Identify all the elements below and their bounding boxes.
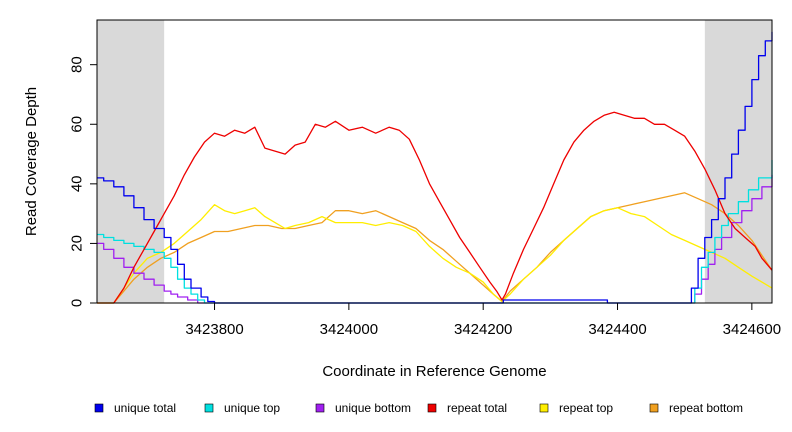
legend-label-repeat-total: repeat total <box>447 401 507 415</box>
legend-label-repeat-bottom: repeat bottom <box>669 401 743 415</box>
x-tick-label: 3424000 <box>320 321 378 338</box>
legend-label-unique-bottom: unique bottom <box>335 401 411 415</box>
series-line-repeat-top <box>97 204 773 304</box>
legend-swatch-unique-top <box>204 403 214 413</box>
legend-label-unique-top: unique top <box>224 401 280 415</box>
x-tick-label: 3424200 <box>454 321 512 338</box>
y-axis-title: Read Coverage Depth <box>23 87 40 236</box>
legend: unique total unique top unique bottom repea… <box>94 401 743 415</box>
x-axis: 3423800 3424000 3424200 3424400 3424600 <box>185 302 781 338</box>
legend-swatch-repeat-total <box>427 403 437 413</box>
y-tick-label: 0 <box>69 299 86 307</box>
legend-label-unique-total: unique total <box>114 401 176 415</box>
legend-swatch-repeat-bottom <box>649 403 659 413</box>
shaded-region-1 <box>97 20 165 303</box>
legend-swatch-unique-bottom <box>315 403 325 413</box>
y-tick-label: 20 <box>69 235 86 252</box>
y-tick-label: 60 <box>69 116 86 133</box>
plot-frame <box>96 19 773 304</box>
legend-label-repeat-top: repeat top <box>559 401 613 415</box>
x-tick-label: 3424600 <box>723 321 781 338</box>
series-line-unique-top <box>97 160 773 304</box>
x-axis-title: Coordinate in Reference Genome <box>322 363 546 380</box>
series-line-repeat-total <box>97 111 773 304</box>
series-lines <box>97 31 773 304</box>
legend-swatch-unique-total <box>94 403 104 413</box>
legend-swatch-repeat-top <box>539 403 549 413</box>
series-line-repeat-bottom <box>97 192 773 304</box>
shaded-regions <box>97 20 772 303</box>
y-tick-label: 40 <box>69 175 86 192</box>
y-tick-label: 80 <box>69 56 86 73</box>
x-tick-label: 3424400 <box>588 321 646 338</box>
y-axis: 0 20 40 60 80 <box>69 56 98 307</box>
x-tick-label: 3423800 <box>185 321 243 338</box>
series-line-unique-total <box>97 31 773 304</box>
